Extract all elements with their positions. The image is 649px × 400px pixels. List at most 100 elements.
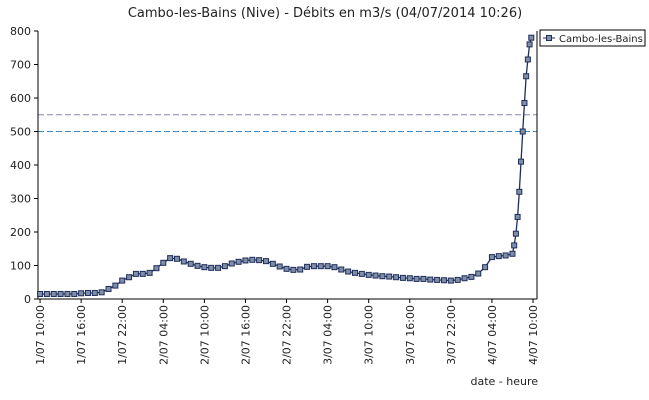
point bbox=[276, 263, 283, 270]
y-tick-label: 500 bbox=[10, 126, 31, 139]
legend-label: Cambo-les-Bains bbox=[559, 34, 643, 45]
point bbox=[297, 266, 304, 273]
point bbox=[262, 258, 269, 265]
point bbox=[84, 289, 91, 296]
point bbox=[310, 263, 317, 270]
x-tick-label: 3/07 16:00 bbox=[404, 305, 417, 365]
point bbox=[331, 264, 338, 271]
point bbox=[324, 263, 331, 270]
point bbox=[519, 128, 526, 135]
point bbox=[399, 274, 406, 281]
point bbox=[420, 275, 427, 282]
point bbox=[502, 252, 509, 259]
point bbox=[132, 270, 139, 277]
point bbox=[160, 259, 167, 266]
chart-title: Cambo-les-Bains (Nive) - Débits en m3/s … bbox=[128, 6, 522, 21]
point bbox=[514, 213, 521, 220]
point bbox=[269, 260, 276, 267]
point bbox=[50, 290, 57, 297]
point bbox=[511, 242, 518, 249]
point bbox=[256, 257, 263, 264]
point bbox=[523, 73, 530, 80]
point bbox=[64, 290, 71, 297]
x-tick-label: 3/07 04:00 bbox=[322, 305, 335, 365]
point bbox=[201, 264, 208, 271]
point bbox=[427, 276, 434, 283]
point bbox=[468, 273, 475, 280]
x-tick-label: 3/07 22:00 bbox=[445, 305, 458, 365]
point bbox=[521, 100, 528, 107]
point bbox=[406, 275, 413, 282]
point bbox=[372, 272, 379, 279]
point bbox=[338, 266, 345, 273]
point bbox=[91, 289, 98, 296]
x-tick-label: 2/07 04:00 bbox=[157, 305, 170, 365]
point bbox=[365, 271, 372, 278]
point bbox=[358, 270, 365, 277]
y-tick-label: 0 bbox=[24, 293, 31, 306]
point bbox=[126, 274, 133, 281]
point bbox=[119, 277, 126, 284]
point bbox=[454, 276, 461, 283]
point bbox=[317, 263, 324, 270]
y-tick-label: 400 bbox=[10, 159, 31, 172]
point bbox=[221, 263, 228, 270]
x-tick-label: 1/07 22:00 bbox=[116, 305, 129, 365]
point bbox=[379, 273, 386, 280]
point bbox=[518, 158, 525, 165]
x-tick-label: 2/07 16:00 bbox=[239, 305, 252, 365]
point bbox=[495, 253, 502, 260]
x-tick-label: 1/07 16:00 bbox=[75, 305, 88, 365]
point bbox=[173, 255, 180, 262]
point bbox=[187, 260, 194, 267]
point bbox=[57, 290, 64, 297]
point bbox=[242, 257, 249, 264]
point bbox=[393, 274, 400, 281]
point bbox=[461, 275, 468, 282]
point bbox=[153, 265, 160, 272]
point bbox=[447, 277, 454, 284]
x-tick-label: 3/07 10:00 bbox=[363, 305, 376, 365]
point bbox=[208, 264, 215, 271]
point bbox=[512, 230, 519, 237]
point bbox=[249, 256, 256, 263]
point bbox=[78, 290, 85, 297]
point bbox=[194, 262, 201, 269]
point bbox=[112, 282, 119, 289]
point bbox=[215, 264, 222, 271]
x-tick-label: 4/07 04:00 bbox=[486, 305, 499, 365]
plot-area bbox=[38, 31, 537, 299]
point bbox=[235, 258, 242, 265]
point bbox=[283, 265, 290, 272]
point bbox=[304, 263, 311, 270]
point bbox=[516, 188, 523, 195]
y-tick-label: 700 bbox=[10, 59, 31, 72]
point bbox=[345, 268, 352, 275]
point bbox=[180, 258, 187, 265]
legend-box bbox=[539, 29, 646, 47]
point bbox=[228, 260, 235, 267]
point bbox=[71, 290, 78, 297]
y-tick-label: 200 bbox=[10, 226, 31, 239]
point bbox=[37, 290, 44, 297]
point bbox=[167, 255, 174, 262]
point bbox=[139, 270, 146, 277]
point bbox=[441, 277, 448, 284]
point bbox=[528, 34, 535, 41]
point bbox=[526, 41, 533, 48]
y-tick-label: 600 bbox=[10, 92, 31, 105]
point bbox=[98, 289, 105, 296]
point bbox=[146, 269, 153, 276]
point bbox=[386, 273, 393, 280]
y-tick-label: 800 bbox=[10, 25, 31, 38]
x-tick-label: 2/07 22:00 bbox=[281, 305, 294, 365]
point bbox=[105, 285, 112, 292]
x-tick-label: 1/07 10:00 bbox=[34, 305, 47, 365]
point bbox=[509, 250, 516, 257]
x-tick-label: 2/07 10:00 bbox=[198, 305, 211, 365]
y-tick-label: 300 bbox=[10, 193, 31, 206]
point bbox=[488, 254, 495, 261]
point bbox=[43, 290, 50, 297]
x-tick-label: 4/07 10:00 bbox=[527, 305, 540, 365]
